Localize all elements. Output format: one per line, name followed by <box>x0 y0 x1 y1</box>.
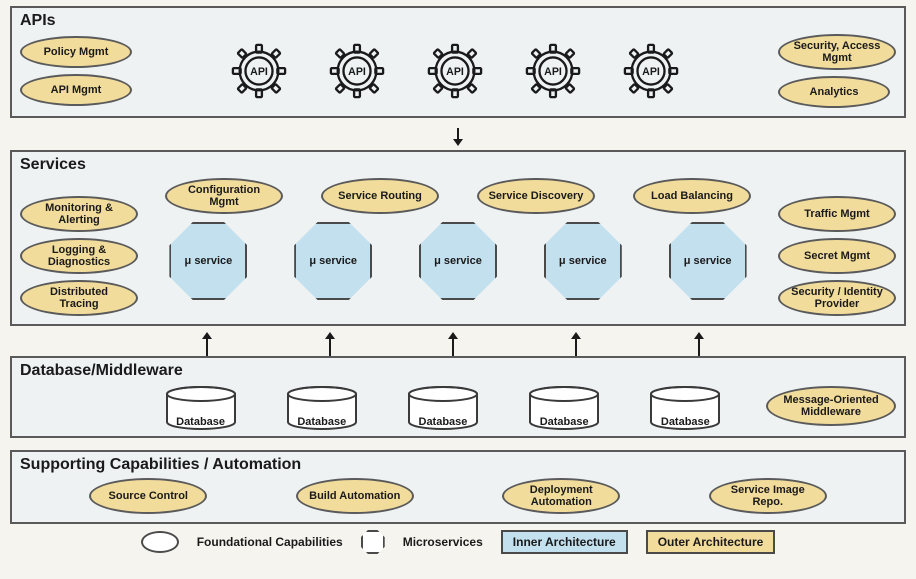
pill-build-automation: Build Automation <box>296 478 414 514</box>
svg-text:API: API <box>250 66 268 78</box>
pill-load-balancing: Load Balancing <box>633 178 751 214</box>
database-section: Database/Middleware Database Database Da… <box>10 356 906 438</box>
database-icon: Database <box>283 386 361 428</box>
pill-config-mgmt: Configuration Mgmt <box>165 178 283 214</box>
supporting-section: Supporting Capabilities / Automation Sou… <box>10 450 906 524</box>
arrow-apis-to-services <box>10 128 906 146</box>
microservice-octagon: μ service <box>419 222 497 300</box>
microservice-octagon: μ service <box>294 222 372 300</box>
legend-inner-box: Inner Architecture <box>501 530 628 554</box>
apis-section: APIs Policy Mgmt API Mgmt <box>10 6 906 118</box>
pill-service-discovery: Service Discovery <box>477 178 595 214</box>
db-row: Database Database Database Database Data… <box>140 386 746 428</box>
microservice-octagon: μ service <box>669 222 747 300</box>
database-icon: Database <box>646 386 724 428</box>
pill-service-routing: Service Routing <box>321 178 439 214</box>
apis-left-col: Policy Mgmt API Mgmt <box>20 36 132 106</box>
legend-ellipse-icon <box>141 531 179 553</box>
apis-right-col: Security, Access Mgmt Analytics <box>778 34 896 108</box>
microservice-octagon: μ service <box>544 222 622 300</box>
pill-security-identity: Security / Identity Provider <box>778 280 896 316</box>
pill-logging: Logging & Diagnostics <box>20 238 138 274</box>
microservice-octagon: μ service <box>169 222 247 300</box>
services-section: Services Monitoring & Alerting Logging &… <box>10 150 906 326</box>
services-right-col: Traffic Mgmt Secret Mgmt Security / Iden… <box>778 196 896 316</box>
legend-outer-box: Outer Architecture <box>646 530 776 554</box>
api-gear-row: API API API API API <box>140 42 770 100</box>
legend: Foundational Capabilities Microservices … <box>10 530 906 554</box>
legend-octagon-icon <box>361 530 385 554</box>
pill-tracing: Distributed Tracing <box>20 280 138 316</box>
pill-message-middleware: Message-Oriented Middleware <box>766 386 896 426</box>
api-gear-icon: API <box>230 42 288 100</box>
services-title: Services <box>20 156 896 174</box>
svg-text:API: API <box>544 66 562 78</box>
database-icon: Database <box>404 386 482 428</box>
pill-security-access: Security, Access Mgmt <box>778 34 896 70</box>
services-center: Configuration Mgmt Service Routing Servi… <box>146 178 770 300</box>
database-title: Database/Middleware <box>20 362 896 380</box>
api-gear-icon: API <box>426 42 484 100</box>
pill-monitoring: Monitoring & Alerting <box>20 196 138 232</box>
apis-title: APIs <box>20 12 896 30</box>
pill-secret-mgmt: Secret Mgmt <box>778 238 896 274</box>
supporting-title: Supporting Capabilities / Automation <box>20 456 896 474</box>
microservice-row: μ service μ service μ service μ service … <box>146 222 770 300</box>
api-gear-icon: API <box>622 42 680 100</box>
services-left-col: Monitoring & Alerting Logging & Diagnost… <box>20 196 138 316</box>
pill-source-control: Source Control <box>89 478 207 514</box>
pill-api-mgmt: API Mgmt <box>20 74 132 106</box>
pill-analytics: Analytics <box>778 76 890 108</box>
legend-foundational: Foundational Capabilities <box>197 535 343 549</box>
database-icon: Database <box>162 386 240 428</box>
svg-text:API: API <box>642 66 660 78</box>
svg-text:API: API <box>446 66 464 78</box>
pill-traffic-mgmt: Traffic Mgmt <box>778 196 896 232</box>
api-gear-icon: API <box>328 42 386 100</box>
database-icon: Database <box>525 386 603 428</box>
svg-text:API: API <box>348 66 366 78</box>
pill-policy-mgmt: Policy Mgmt <box>20 36 132 68</box>
legend-microservices: Microservices <box>403 535 483 549</box>
pill-service-image-repo: Service Image Repo. <box>709 478 827 514</box>
api-gear-icon: API <box>524 42 582 100</box>
pill-deployment-automation: Deployment Automation <box>502 478 620 514</box>
